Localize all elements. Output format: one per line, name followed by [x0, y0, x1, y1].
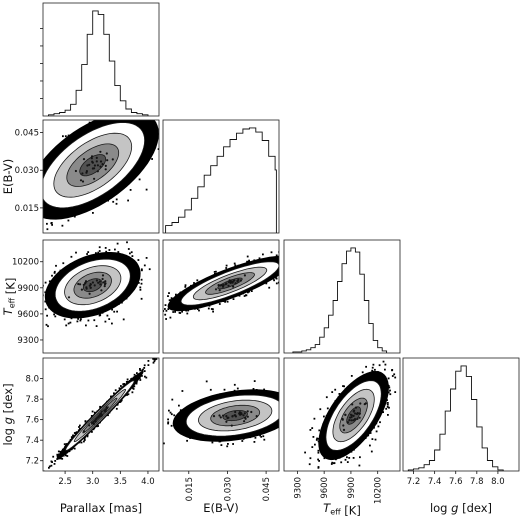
y-tick-label: 7.2 — [25, 457, 39, 467]
y-tick-label: 8.0 — [25, 375, 39, 385]
x-tick-label: 0.030 — [223, 477, 233, 501]
joint-teff-logg — [283, 357, 401, 472]
x-tick-label: 3.5 — [114, 477, 128, 487]
y-tick-label: 0.045 — [15, 129, 39, 139]
x-tick-label: 9300 — [293, 477, 303, 499]
x-tick-label: 9900 — [347, 477, 357, 499]
contour-0.5-sigma — [82, 278, 103, 293]
y-tick-label: 7.6 — [25, 416, 39, 426]
joint-parallax-teff — [42, 239, 160, 354]
x-tick-label: 7.8 — [470, 477, 484, 487]
histogram-step-line — [292, 247, 388, 353]
x-tick-label: 0.045 — [262, 477, 272, 501]
y-tick-label: 7.8 — [25, 395, 39, 405]
x-tick-label: 4.0 — [141, 477, 155, 487]
panel-frame — [162, 357, 280, 472]
panel-frame — [283, 239, 401, 354]
joint-parallax-ebv — [42, 119, 160, 234]
histogram-teff — [283, 239, 401, 354]
y-axis-label-teff: Teff [K] — [1, 278, 18, 316]
core-samples — [82, 406, 109, 433]
x-tick-label: 2.5 — [58, 477, 72, 487]
histogram-step-line — [48, 10, 149, 116]
x-axis-ebv: 0.015 0.030 0.045 E(B-V) — [185, 471, 272, 515]
core-samples — [214, 274, 246, 292]
x-tick-label: 7.6 — [449, 477, 463, 487]
panel-frame — [402, 357, 520, 472]
y-tick-label: 0.015 — [15, 204, 39, 214]
panel-frame — [42, 239, 160, 354]
panel-frame — [42, 119, 160, 234]
y-tick-label: 9900 — [17, 284, 39, 294]
x-axis-teff: 9300 9600 9900 10200 Teff [K] — [293, 471, 384, 518]
panel-frame — [42, 2, 160, 117]
joint-ebv-teff — [162, 239, 280, 354]
histogram-logg — [402, 357, 520, 472]
y-tick-label: 7.4 — [25, 436, 39, 446]
core-samples — [212, 410, 258, 427]
x-tick-label: 10200 — [374, 477, 384, 504]
x-tick-label: 8.0 — [491, 477, 505, 487]
panel-frame — [42, 357, 160, 472]
x-tick-label: 7.4 — [428, 477, 442, 487]
histogram-step-line — [165, 127, 277, 233]
histogram-ebv — [162, 119, 280, 234]
x-tick-label: 7.2 — [407, 477, 421, 487]
panel-frame — [162, 119, 280, 234]
x-axis-label-parallax: Parallax [mas] — [60, 501, 142, 515]
x-tick-label: 3.0 — [86, 477, 100, 487]
y-tick-label: 10200 — [12, 258, 39, 268]
core-samples — [74, 150, 114, 183]
x-tick-label: 9600 — [320, 477, 330, 499]
core-samples — [341, 402, 367, 431]
histogram-step-line — [407, 365, 504, 471]
x-tick-label: 0.015 — [185, 477, 195, 501]
joint-parallax-logg — [42, 357, 160, 472]
x-axis-parallax: 2.5 3.0 3.5 4.0 Parallax [mas] — [58, 471, 155, 515]
joint-ebv-logg — [162, 357, 280, 472]
x-axis-label-teff: Teff [K] — [323, 501, 361, 518]
x-axis-label-logg: log g [dex] — [430, 501, 492, 515]
x-axis-label-ebv: E(B-V) — [203, 501, 238, 515]
panel-frame — [283, 357, 401, 472]
x-axis-logg: 7.2 7.4 7.6 7.8 8.0 log g [dex] — [407, 471, 505, 515]
y-tick-label: 9600 — [17, 310, 39, 320]
y-axis-logg: 7.2 7.4 7.6 7.8 8.0 log g [dex] — [1, 375, 43, 467]
panel-frame — [162, 239, 280, 354]
y-tick-label: 0.030 — [15, 166, 39, 176]
y-axis-label-logg: log g [dex] — [1, 383, 15, 445]
y-axis-label-ebv: E(B-V) — [1, 159, 15, 194]
core-samples — [67, 274, 107, 299]
y-axis-ebv: 0.015 0.030 0.045 E(B-V) — [1, 129, 43, 214]
y-axis-teff: 9300 9600 9900 10200 Teff [K] — [1, 258, 43, 346]
y-tick-label: 9300 — [17, 336, 39, 346]
histogram-parallax — [40, 2, 160, 117]
